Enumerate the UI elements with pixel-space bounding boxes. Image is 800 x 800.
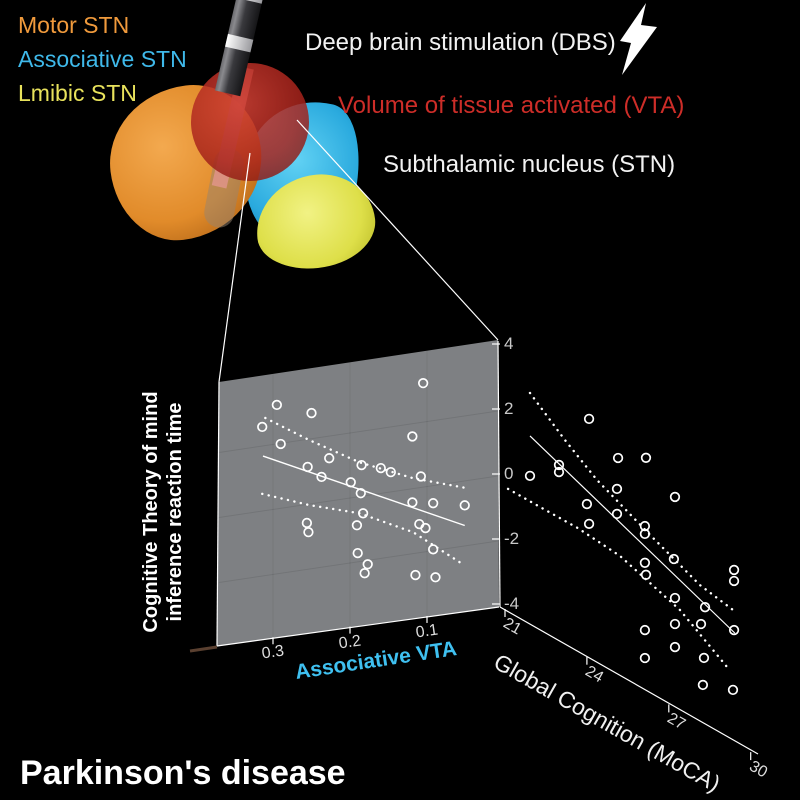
data-point [728, 575, 740, 587]
z-tick-label: 0 [504, 464, 514, 483]
data-point [611, 483, 623, 495]
data-point [553, 459, 565, 471]
data-point [639, 652, 651, 664]
z-tick-label: 4 [504, 334, 514, 353]
z-tick-label: 2 [504, 399, 514, 418]
vta-title: Volume of tissue activated (VTA) [338, 92, 685, 119]
data-point [639, 520, 651, 532]
data-point [669, 491, 681, 503]
data-point [728, 624, 740, 636]
moca-tick-label: 30 [746, 757, 770, 782]
moca-tick-label: 27 [664, 710, 688, 734]
legend-item-associative: Associative STN [18, 46, 187, 72]
x-tick-label: 0.3 [260, 642, 286, 663]
data-point [728, 564, 740, 576]
axis-end-accent [189, 645, 218, 653]
disease-title: Parkinson's disease [20, 754, 346, 792]
scatter-panel [217, 340, 499, 646]
data-point [697, 679, 709, 691]
data-point [669, 592, 681, 604]
regression-line [529, 435, 736, 634]
data-point [611, 508, 623, 520]
x-axis-label-vta: Associative VTA [293, 637, 459, 684]
moca-tick-label: 21 [500, 614, 525, 639]
electrode-contact-band [236, 0, 264, 4]
data-point [639, 624, 651, 636]
data-point [612, 452, 624, 464]
data-point [698, 652, 710, 664]
electrode-contact-band [225, 33, 254, 53]
data-point [695, 618, 707, 630]
data-point [553, 466, 565, 478]
vta-sphere [191, 63, 309, 181]
z-tick-label: -2 [504, 529, 520, 548]
data-point [583, 413, 595, 425]
moca-tick-label: 24 [582, 662, 607, 687]
legend: Motor STN Associative STN Lmibic STN [18, 8, 187, 110]
z-tick-label: -4 [504, 594, 520, 613]
dbs-title: Deep brain stimulation (DBS) [305, 29, 616, 56]
ci-upper-line [528, 391, 735, 612]
x-tick-label: 0.2 [337, 632, 363, 653]
y-axis-label: Cognitive Theory of mind inference react… [140, 391, 186, 633]
data-point [639, 528, 651, 540]
data-point [669, 618, 681, 630]
stn-title: Subthalamic nucleus (STN) [383, 151, 676, 178]
data-point [668, 553, 680, 565]
ci-lower-line [506, 487, 729, 669]
data-point [699, 602, 711, 613]
data-point [639, 557, 651, 568]
legend-item-motor: Motor STN [18, 12, 130, 38]
x-axis-label-moca: Global Cognition (MoCA) [489, 648, 725, 797]
data-point [524, 470, 536, 482]
data-point [581, 498, 593, 510]
data-point [640, 569, 652, 580]
legend-item-limbic: Lmibic STN [18, 80, 137, 106]
data-point [727, 684, 739, 696]
data-point [583, 518, 595, 529]
data-point [669, 641, 681, 653]
data-point [640, 452, 652, 463]
lightning-bolt-icon [620, 3, 657, 75]
